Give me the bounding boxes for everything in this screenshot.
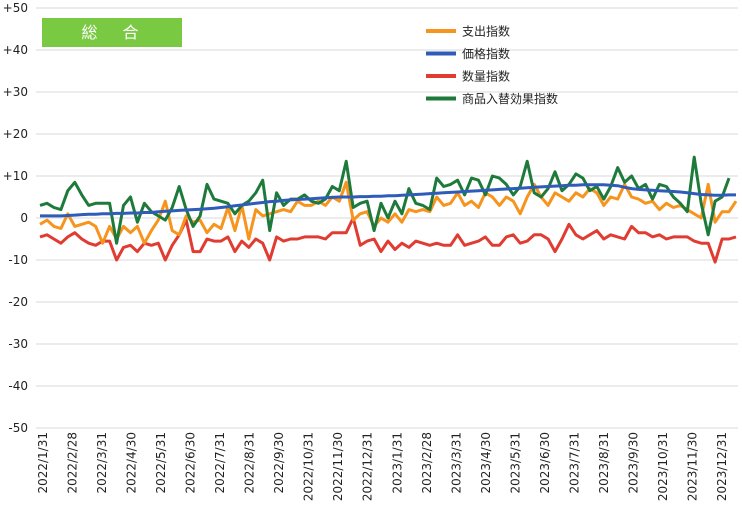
x-tick-label: 2023/11/30 [685, 432, 699, 501]
title-badge-background [42, 18, 182, 47]
x-tick-label: 2023/3/31 [449, 432, 463, 494]
x-tick-label: 2022/6/30 [184, 432, 198, 494]
legend-label: 商品入替効果指数 [462, 91, 558, 106]
y-tick-label: -50 [8, 421, 28, 435]
x-tick-label: 2023/9/30 [626, 432, 640, 494]
legend-label: 支出指数 [462, 24, 510, 39]
x-tick-label: 2022/5/31 [154, 432, 168, 494]
x-tick-label: 2022/1/31 [36, 432, 50, 494]
y-tick-label: -30 [8, 337, 28, 351]
x-tick-label: 2022/12/31 [361, 432, 375, 501]
legend-label: 価格指数 [462, 46, 510, 61]
x-tick-label: 2023/6/30 [538, 432, 552, 494]
series-line-2 [39, 216, 737, 264]
y-tick-label: -40 [8, 379, 28, 393]
x-tick-label: 2023/4/30 [479, 432, 493, 494]
x-tick-label: 2022/10/31 [302, 432, 316, 501]
title-badge: 総 合 [42, 18, 182, 47]
y-tick-label: -10 [8, 253, 28, 267]
y-tick-label: +10 [3, 169, 28, 183]
series-lines [39, 155, 738, 264]
series-line-1 [40, 183, 736, 218]
x-tick-label: 2023/2/28 [420, 432, 434, 494]
title-badge-label: 総 合 [81, 23, 148, 42]
x-tick-label: 2023/1/31 [390, 432, 404, 494]
x-tick-label: 2023/7/31 [567, 432, 581, 494]
x-tick-label: 2022/8/31 [243, 432, 257, 494]
x-tick-label: 2022/4/30 [125, 432, 139, 494]
legend-label: 数量指数 [462, 69, 510, 84]
y-axis-ticks: +50 +40 +30 +20 +10 0 -10 -20 -30 -40 -50 [3, 1, 28, 435]
x-tick-label: 2022/7/31 [213, 432, 227, 494]
y-tick-label: +20 [3, 127, 28, 141]
x-tick-label: 2023/12/31 [715, 432, 729, 501]
x-tick-label: 2022/2/28 [66, 432, 80, 494]
series-line-3 [39, 155, 731, 245]
x-tick-label: 2022/9/30 [272, 432, 286, 494]
x-tick-label: 2023/8/31 [597, 432, 611, 494]
x-axis-ticks: 2022/1/31 2022/2/28 2022/3/31 2022/4/30 2022… [36, 432, 729, 501]
y-tick-label: 0 [20, 211, 28, 225]
y-tick-label: +30 [3, 85, 28, 99]
y-tick-label: +50 [3, 1, 28, 15]
y-tick-label: -20 [8, 295, 28, 309]
y-tick-label: +40 [3, 43, 28, 57]
series-line-0 [39, 180, 738, 245]
x-tick-label: 2022/11/30 [331, 432, 345, 501]
x-tick-label: 2022/3/31 [95, 432, 109, 494]
x-tick-label: 2023/5/31 [508, 432, 522, 494]
x-tick-label: 2023/10/31 [656, 432, 670, 501]
